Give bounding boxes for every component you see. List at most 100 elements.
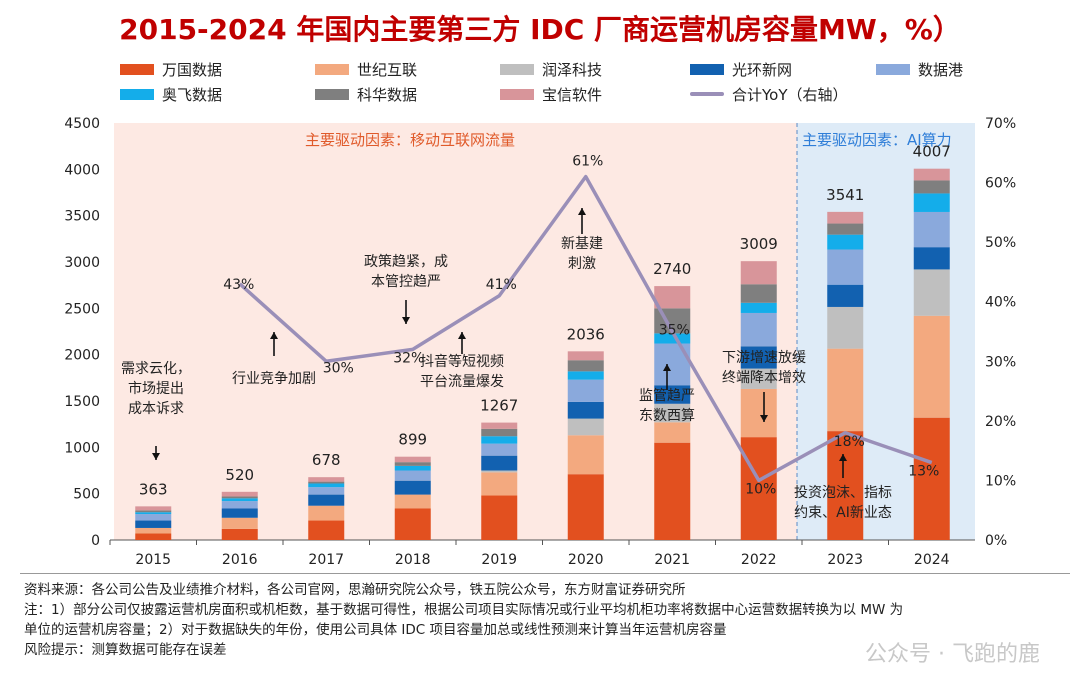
- annotation-text-a3: 政策趋紧，成: [364, 253, 448, 270]
- annotation-text-a5: 新基建: [561, 235, 603, 252]
- annotation-text-a4: 抖音等短视频: [420, 353, 504, 370]
- legend-swatch: [315, 63, 349, 75]
- annotation-text-a7: 终端降本增效: [722, 370, 806, 386]
- y-right-tick-label: 20%: [985, 414, 1016, 430]
- annotation-arrow-head: [760, 415, 768, 422]
- legend-item-kehua: 科华数据: [315, 83, 417, 105]
- annotation-text-a1: 需求云化，: [121, 361, 191, 377]
- bar-segment-7: [654, 286, 691, 309]
- legend-line: [690, 92, 724, 96]
- bar-segment-3: [567, 401, 604, 419]
- x-tick-label: 2015: [135, 552, 171, 568]
- y-right-tick-label: 40%: [985, 295, 1016, 311]
- yoy-label: 30%: [323, 360, 354, 376]
- bar-segment-1: [740, 388, 777, 438]
- region-label-mobile: 主要驱动因素：移动互联网流量: [305, 131, 515, 149]
- bar-segment-5: [135, 512, 172, 515]
- bar-total-label: 3541: [826, 186, 864, 204]
- annotation-arrow-head: [458, 332, 466, 339]
- legend-label: 宝信软件: [542, 85, 603, 104]
- legend-label: 合计YoY（右轴）: [732, 85, 848, 104]
- bar-segment-0: [135, 533, 172, 540]
- bar-segment-2: [913, 269, 950, 316]
- bar-segment-7: [827, 211, 864, 224]
- bar-segment-4: [913, 211, 950, 248]
- bar-segment-2: [740, 368, 777, 389]
- y-right-tick-label: 0%: [985, 533, 1007, 549]
- bar-segment-6: [481, 428, 518, 437]
- legend-label: 润泽科技: [542, 60, 603, 79]
- bar-segment-5: [567, 371, 604, 380]
- yoy-label: 61%: [572, 154, 603, 170]
- footnote-source: 资料来源：各公司公告及业绩推介材料，各公司官网，思瀚研究院公众号，铁五院公众号，…: [24, 582, 686, 598]
- legend-swatch: [500, 88, 534, 100]
- footnote-risk: 风险提示：测算数据可能存在误差: [24, 642, 227, 658]
- legend-item-guanghuan: 光环新网: [690, 58, 792, 80]
- annotation-text-a4: 平台流量爆发: [420, 374, 504, 390]
- bar-segment-4: [394, 470, 431, 481]
- legend-item-yoy: 合计YoY（右轴）: [690, 83, 848, 105]
- bar-segment-6: [827, 223, 864, 235]
- bar-segment-5: [481, 436, 518, 444]
- bar-segment-0: [567, 474, 604, 540]
- bar-segment-5: [827, 234, 864, 250]
- legend-item-runze: 润泽科技: [500, 58, 602, 80]
- bar-segment-1: [135, 527, 172, 534]
- y-right-tick-label: 50%: [985, 235, 1016, 251]
- bar-segment-3: [135, 520, 172, 528]
- watermark: 公众号 · 飞跑的鹿: [865, 642, 1040, 667]
- x-tick-label: 2021: [654, 552, 690, 568]
- legend-item-shujugang: 数据港: [876, 58, 963, 80]
- bar-total-label: 678: [312, 451, 341, 469]
- legend-swatch: [876, 63, 910, 75]
- annotation-arrow-head: [578, 208, 586, 215]
- x-tick-label: 2018: [395, 552, 431, 568]
- chart-canvas: 主要驱动因素：移动互联网流量 主要驱动因素：AI算力 0 500 1000 1500 200…: [64, 116, 1016, 568]
- bar-segment-4: [135, 514, 172, 521]
- annotation-text-a2: 行业竞争加剧: [232, 370, 316, 387]
- bar-segment-6: [308, 481, 345, 484]
- yoy-label: 10%: [745, 481, 776, 497]
- bar-segment-1: [308, 505, 345, 521]
- annotation-arrow-head: [402, 317, 410, 324]
- annotation-text-a8: 投资泡沫、指标: [794, 485, 892, 501]
- bar-segment-5: [654, 333, 691, 344]
- legend-swatch: [690, 63, 724, 75]
- x-tick-label: 2020: [568, 552, 604, 568]
- annotation-text-a7: 下游增速放缓: [722, 350, 806, 366]
- y-left-tick-label: 0: [91, 533, 100, 549]
- x-tick-label: 2023: [827, 552, 863, 568]
- annotation-text-a3: 本管控趋严: [371, 274, 441, 290]
- bar-segment-6: [913, 180, 950, 194]
- legend-item-baoxin: 宝信软件: [500, 83, 602, 105]
- region-background-0: [114, 123, 797, 540]
- bar-segment-2: [567, 418, 604, 436]
- bar-segment-6: [394, 462, 431, 466]
- annotation-text-a5: 刺激: [568, 255, 596, 272]
- legend-label: 数据港: [918, 60, 964, 79]
- legend-item-aofei: 奥飞数据: [120, 83, 222, 105]
- y-right-tick-label: 60%: [985, 176, 1016, 192]
- yoy-label: 18%: [834, 434, 865, 450]
- y-left-tick-label: 3500: [64, 209, 100, 225]
- bar-segment-0: [308, 520, 345, 540]
- yoy-label: 32%: [393, 350, 424, 366]
- bar-segment-3: [308, 494, 345, 506]
- annotation-arrow-head: [663, 364, 671, 371]
- legend-swatch: [120, 88, 154, 100]
- y-left-tick-label: 500: [73, 487, 100, 503]
- bar-segment-4: [740, 312, 777, 347]
- bar-segment-5: [221, 498, 258, 502]
- annotation-text-a1: 市场提出: [128, 380, 184, 397]
- y-left-tick-label: 2000: [64, 348, 100, 364]
- bar-segment-2: [481, 470, 518, 473]
- y-left-tick-label: 1500: [64, 394, 100, 410]
- legend-label: 奥飞数据: [162, 85, 223, 104]
- bar-segment-0: [827, 431, 864, 540]
- bar-segment-6: [135, 510, 172, 513]
- bar-segment-5: [913, 193, 950, 212]
- annotation-text-a6: 监管趋严: [639, 388, 695, 404]
- x-tick-label: 2022: [741, 552, 777, 568]
- yoy-label: 41%: [486, 277, 517, 293]
- y-right-tick-label: 10%: [985, 473, 1016, 489]
